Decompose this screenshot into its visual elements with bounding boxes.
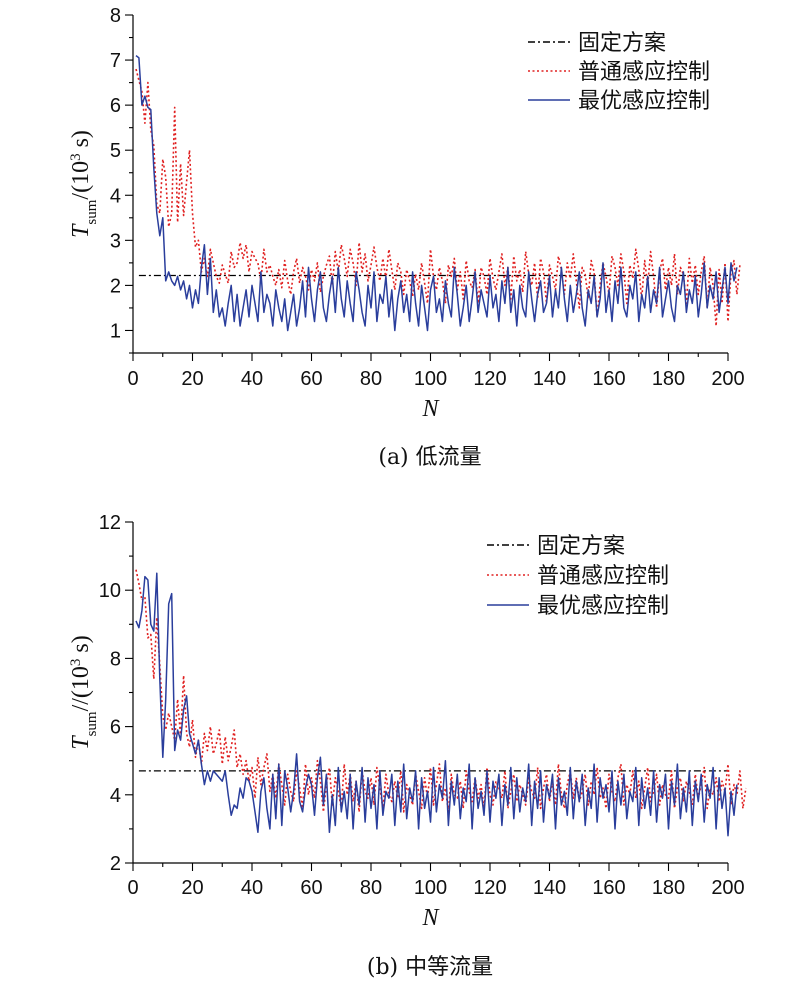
y-axis-title-part: //(10: [68, 666, 94, 711]
y-axis-title: Tsum/(103 s): [68, 130, 100, 238]
legend-label-optimal: 最优感应控制: [578, 89, 710, 114]
legend-label-normal: 普通感应控制: [537, 564, 669, 589]
series-line-normal: [135, 68, 741, 327]
figure-caption: (a) 低流量: [378, 445, 481, 470]
y-tick-label: 8: [110, 648, 121, 670]
y-tick-label: 12: [99, 512, 121, 534]
legend-label-fixed: 固定方案: [537, 534, 625, 559]
series-line-optimal: [135, 55, 738, 332]
x-tick-label: 140: [533, 877, 566, 899]
x-axis-title: N: [421, 905, 440, 931]
y-tick-label: 8: [110, 5, 121, 27]
y-axis-title-part: sum: [84, 711, 100, 736]
legend-label-optimal: 最优感应控制: [537, 594, 669, 619]
x-tick-label: 60: [300, 877, 322, 899]
y-axis-title: Tsum//(103 s): [68, 635, 100, 750]
x-tick-label: 40: [241, 877, 263, 899]
x-tick-label: 140: [533, 368, 566, 390]
x-tick-label: 80: [360, 877, 382, 899]
x-tick-label: 80: [360, 368, 382, 390]
x-tick-label: 40: [241, 368, 263, 390]
x-tick-label: 160: [592, 368, 625, 390]
x-tick-label: 0: [127, 877, 138, 899]
x-tick-label: 20: [181, 368, 203, 390]
y-axis-title-part: s): [68, 130, 94, 153]
x-tick-label: 60: [300, 368, 322, 390]
y-axis-title-part: 3: [68, 659, 84, 667]
y-tick-label: 5: [110, 140, 121, 162]
y-tick-label: 4: [110, 185, 121, 207]
x-tick-label: 120: [473, 877, 506, 899]
x-tick-label: 0: [127, 368, 138, 390]
x-tick-label: 20: [181, 877, 203, 899]
y-axis-title-part: 3: [68, 153, 84, 161]
y-tick-label: 7: [110, 50, 121, 72]
y-tick-label: 10: [99, 580, 121, 602]
y-tick-label: 2: [110, 275, 121, 297]
y-axis-title-part: sum: [84, 199, 100, 224]
y-tick-label: 6: [110, 95, 121, 117]
x-axis-title: N: [421, 396, 440, 422]
chart-panel-b: 0 20 40 60 80 100 120 140 160 180 200 2 4 6 8 10 12 N Tsum…: [68, 512, 747, 980]
y-axis-title-part: T: [68, 223, 94, 238]
legend-label-normal: 普通感应控制: [578, 60, 710, 85]
y-tick-label: 4: [110, 785, 121, 807]
y-tick-label: 6: [110, 717, 121, 739]
y-axis-title-part: /(10: [68, 161, 94, 200]
y-axis-title-part: T: [68, 735, 94, 750]
x-tick-label: 200: [711, 877, 744, 899]
x-tick-label: 100: [414, 368, 447, 390]
y-tick-label: 2: [110, 853, 121, 875]
x-tick-label: 180: [652, 877, 685, 899]
legend-label-fixed: 固定方案: [578, 31, 666, 56]
x-tick-label: 100: [414, 877, 447, 899]
y-axis-title-part: s): [68, 635, 94, 658]
x-tick-label: 160: [592, 877, 625, 899]
y-tick-label: 1: [110, 320, 121, 342]
series-line-normal: [135, 569, 747, 813]
x-tick-label: 200: [711, 368, 744, 390]
x-tick-label: 120: [473, 368, 506, 390]
figure-caption: (b) 中等流量: [367, 955, 493, 980]
chart-panel-a: 0 20 40 60 80 100 120 140 160 180 200 1 2 3 4 5 6 7 8 N Tsum…: [68, 5, 745, 470]
y-tick-label: 3: [110, 230, 121, 252]
x-tick-label: 180: [652, 368, 685, 390]
series-line-optimal: [135, 572, 738, 837]
